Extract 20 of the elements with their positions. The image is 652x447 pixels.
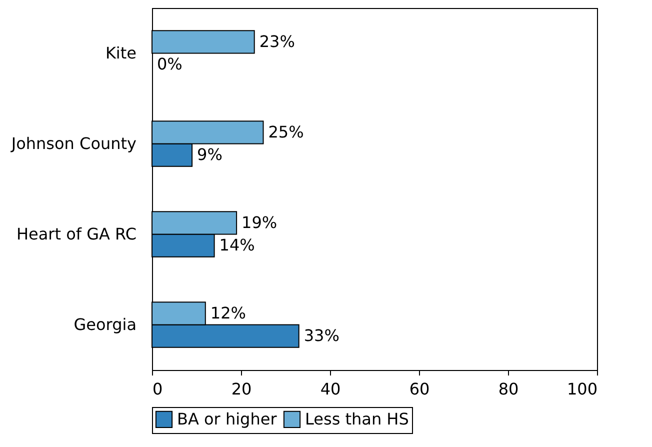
x-tick-label: 80 — [498, 380, 519, 398]
data-label: 19% — [242, 212, 278, 232]
y-tick-label: Johnson County — [10, 134, 136, 153]
legend-label: Less than HS — [305, 409, 409, 428]
x-tick-label: 40 — [320, 380, 341, 398]
data-label: 12% — [210, 303, 246, 322]
x-tick-label: 100 — [566, 380, 598, 398]
y-tick-label: Kite — [105, 43, 136, 62]
y-tick-label: Georgia — [74, 314, 136, 334]
data-label: 23% — [259, 32, 295, 51]
data-label: 14% — [219, 236, 255, 255]
data-label: 33% — [304, 326, 340, 346]
legend-label: BA or higher — [177, 409, 278, 428]
x-tick-label: 0 — [152, 380, 163, 398]
data-label: 25% — [268, 122, 304, 142]
data-label: 9% — [197, 145, 222, 164]
y-tick-label: Heart of GA RC — [16, 224, 136, 244]
data-label: 0% — [157, 54, 182, 74]
x-tick-label: 20 — [231, 380, 252, 398]
x-tick-label: 60 — [409, 380, 430, 398]
